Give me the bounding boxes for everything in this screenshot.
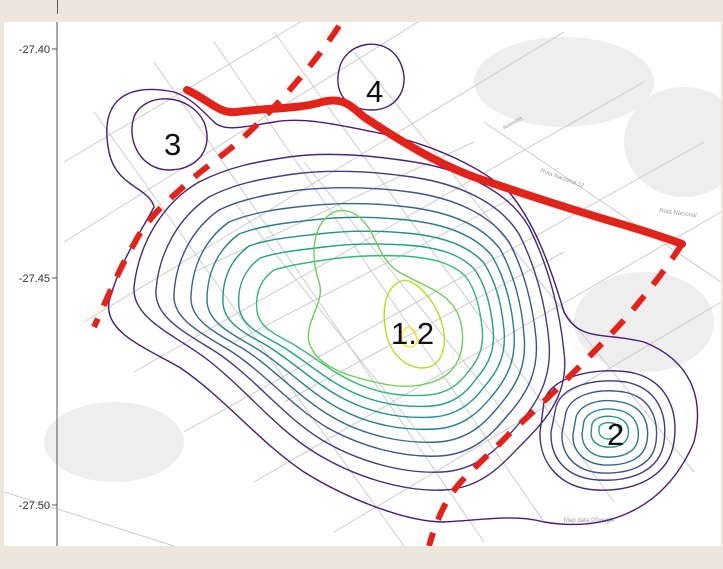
cluster-label-4: 4 <box>366 74 383 109</box>
contour-line <box>581 408 640 458</box>
contour-line <box>383 279 446 369</box>
density-contours-main <box>106 88 699 526</box>
attribution-text: Map data ©Google <box>564 517 615 524</box>
contour-line <box>550 380 666 481</box>
top-band <box>0 0 723 22</box>
density-contours-cluster-3 <box>131 98 208 171</box>
street <box>273 31 615 503</box>
contour-line <box>237 243 495 408</box>
cluster-label-2: 2 <box>607 417 624 452</box>
y-tick-label: -27.45 <box>19 273 50 285</box>
axis-tick-top <box>57 0 58 14</box>
y-tick-label: -27.50 <box>19 500 50 512</box>
street <box>233 191 525 343</box>
street <box>63 22 302 163</box>
density-map-figure: Ruta Nacional 12 Ruta Nacional Avenida M… <box>4 22 721 546</box>
contour-line <box>106 88 699 526</box>
boundary-dashed-line <box>426 242 685 546</box>
contour-line <box>598 421 620 440</box>
land-patch <box>574 272 714 372</box>
street-name-text: Ruta Nacional <box>659 208 697 219</box>
contour-line <box>133 153 566 491</box>
boundary-dashed-line <box>91 24 342 329</box>
street <box>193 141 475 273</box>
street <box>93 111 405 546</box>
street <box>483 121 721 283</box>
contour-line <box>572 399 649 466</box>
contour-line <box>131 98 208 171</box>
contour-line <box>255 254 484 397</box>
street <box>83 31 565 323</box>
contour-line <box>590 415 630 448</box>
contour-line <box>190 202 526 443</box>
cluster-label-3: 3 <box>164 127 181 162</box>
boundary-lines <box>91 24 686 546</box>
street <box>4 491 175 546</box>
contour-line <box>400 326 418 348</box>
boundary-solid-line <box>183 86 686 248</box>
street <box>213 41 545 523</box>
land-patch <box>474 37 654 127</box>
map-canvas: Ruta Nacional 12 Ruta Nacional Avenida M… <box>4 22 721 546</box>
land-patch <box>624 87 721 197</box>
contour-line <box>206 216 516 431</box>
cluster-labels: 1.2 2 3 4 <box>164 74 624 452</box>
street <box>353 51 695 473</box>
contour-line <box>307 209 464 387</box>
y-axis: -27.40 -27.45 -27.50 <box>19 22 58 546</box>
street <box>253 211 721 483</box>
density-contours-cluster-2 <box>539 370 676 491</box>
contour-line <box>173 186 538 457</box>
street <box>283 251 565 403</box>
y-tick-label: -27.40 <box>19 44 50 56</box>
land-patches <box>44 37 721 482</box>
street <box>233 201 435 453</box>
cluster-label-1-2: 1.2 <box>391 316 434 351</box>
street <box>63 22 419 243</box>
land-patch <box>44 402 184 482</box>
contour-line <box>539 370 676 491</box>
contour-line <box>155 170 551 473</box>
contour-line <box>561 390 658 474</box>
contour-line <box>222 230 506 419</box>
